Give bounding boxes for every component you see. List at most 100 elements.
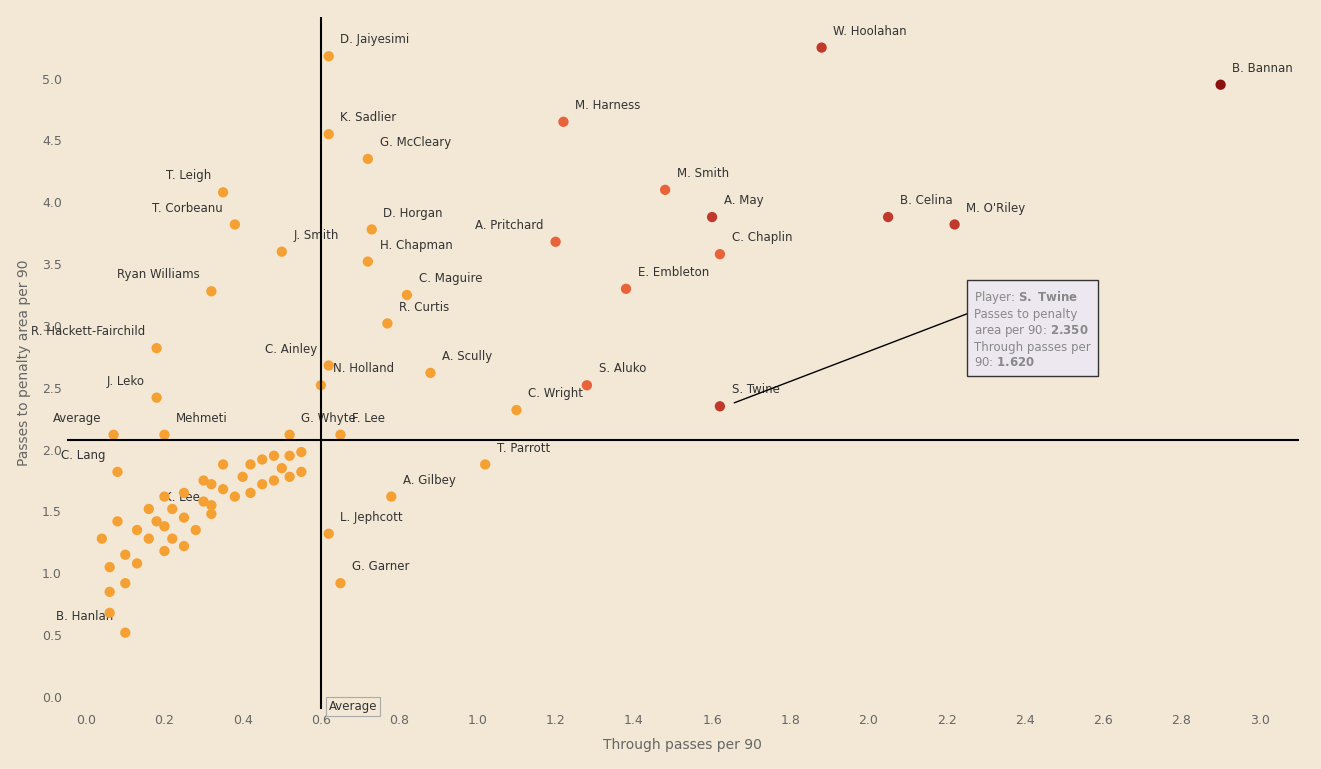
Text: C. Chaplin: C. Chaplin bbox=[732, 231, 793, 245]
Point bbox=[185, 524, 206, 536]
Point bbox=[877, 211, 898, 223]
Point bbox=[396, 289, 417, 301]
Point bbox=[655, 184, 676, 196]
Point bbox=[153, 520, 174, 532]
Point bbox=[357, 153, 378, 165]
Point bbox=[279, 471, 300, 483]
Point bbox=[252, 454, 273, 466]
Point bbox=[945, 218, 966, 231]
Point bbox=[193, 495, 214, 508]
Text: M. O'Riley: M. O'Riley bbox=[967, 201, 1025, 215]
Text: B. Celina: B. Celina bbox=[900, 194, 952, 207]
Point bbox=[147, 515, 168, 528]
Point bbox=[173, 540, 194, 552]
Point bbox=[213, 186, 234, 198]
Point bbox=[291, 466, 312, 478]
Point bbox=[161, 532, 182, 544]
Point bbox=[263, 450, 284, 462]
Text: K. Sadlier: K. Sadlier bbox=[341, 112, 396, 125]
Point bbox=[201, 499, 222, 511]
Text: F. Lee: F. Lee bbox=[353, 412, 386, 424]
Point bbox=[99, 607, 120, 619]
Point bbox=[271, 462, 292, 474]
Text: D. Horgan: D. Horgan bbox=[383, 207, 443, 219]
Point bbox=[161, 503, 182, 515]
Point bbox=[153, 545, 174, 558]
Text: T. Leigh: T. Leigh bbox=[166, 169, 211, 182]
Text: S. Aluko: S. Aluko bbox=[598, 362, 646, 375]
Point bbox=[99, 586, 120, 598]
Point bbox=[139, 503, 160, 515]
Point bbox=[139, 532, 160, 544]
Point bbox=[225, 491, 246, 503]
Point bbox=[240, 487, 262, 499]
Text: C. Lang: C. Lang bbox=[61, 449, 106, 462]
Point bbox=[193, 474, 214, 487]
Point bbox=[420, 367, 441, 379]
Point bbox=[127, 558, 148, 570]
Text: Mehmeti: Mehmeti bbox=[176, 412, 229, 424]
X-axis label: Through passes per 90: Through passes per 90 bbox=[604, 738, 762, 752]
Point bbox=[127, 524, 148, 536]
Text: G. Whyte: G. Whyte bbox=[301, 412, 357, 424]
Text: S. Twine: S. Twine bbox=[732, 384, 779, 396]
Point bbox=[147, 342, 168, 355]
Point bbox=[115, 577, 136, 589]
Point bbox=[553, 115, 575, 128]
Point bbox=[271, 245, 292, 258]
Text: A. Gilbey: A. Gilbey bbox=[403, 474, 456, 487]
Point bbox=[91, 532, 112, 544]
Point bbox=[310, 379, 332, 391]
Point bbox=[213, 483, 234, 495]
Text: K. Lee: K. Lee bbox=[164, 491, 199, 504]
Point bbox=[225, 218, 246, 231]
Point bbox=[318, 528, 339, 540]
Point bbox=[263, 474, 284, 487]
Point bbox=[376, 318, 398, 330]
Point bbox=[506, 404, 527, 416]
Text: M. Harness: M. Harness bbox=[575, 99, 641, 112]
Point bbox=[153, 491, 174, 503]
Point bbox=[330, 428, 351, 441]
Text: W. Hoolahan: W. Hoolahan bbox=[834, 25, 908, 38]
Text: Player: $\mathbf{S.\ Twine}$
Passes to penalty
area per 90: $\mathbf{2.350}$
Thr: Player: $\mathbf{S.\ Twine}$ Passes to p… bbox=[974, 289, 1091, 369]
Text: G. McCleary: G. McCleary bbox=[379, 136, 450, 149]
Point bbox=[318, 50, 339, 62]
Point bbox=[99, 561, 120, 573]
Text: D. Jaiyesimi: D. Jaiyesimi bbox=[341, 33, 410, 46]
Point bbox=[709, 248, 731, 261]
Point bbox=[153, 428, 174, 441]
Point bbox=[811, 42, 832, 54]
Point bbox=[361, 223, 382, 235]
Point bbox=[115, 548, 136, 561]
Point bbox=[103, 428, 124, 441]
Point bbox=[380, 491, 402, 503]
Point bbox=[474, 458, 495, 471]
Point bbox=[173, 511, 194, 524]
Text: B. Hanlan: B. Hanlan bbox=[57, 610, 114, 623]
Text: J. Leko: J. Leko bbox=[107, 375, 145, 388]
Point bbox=[701, 211, 723, 223]
Text: A. Pritchard: A. Pritchard bbox=[476, 219, 544, 232]
Text: E. Embleton: E. Embleton bbox=[638, 266, 709, 279]
Text: T. Parrott: T. Parrott bbox=[497, 441, 550, 454]
Point bbox=[330, 577, 351, 589]
Point bbox=[201, 508, 222, 520]
Point bbox=[232, 471, 254, 483]
Point bbox=[213, 458, 234, 471]
Point bbox=[279, 450, 300, 462]
Point bbox=[1210, 78, 1231, 91]
Point bbox=[201, 478, 222, 491]
Text: M. Smith: M. Smith bbox=[676, 167, 729, 180]
Text: L. Jephcott: L. Jephcott bbox=[341, 511, 403, 524]
Point bbox=[252, 478, 273, 491]
Point bbox=[318, 359, 339, 371]
Point bbox=[616, 283, 637, 295]
Text: Average: Average bbox=[329, 701, 378, 714]
Text: B. Bannan: B. Bannan bbox=[1232, 62, 1293, 75]
Text: Ryan Williams: Ryan Williams bbox=[116, 268, 199, 281]
Text: R. Curtis: R. Curtis bbox=[399, 301, 449, 314]
Text: C. Wright: C. Wright bbox=[528, 387, 584, 400]
Text: Average: Average bbox=[53, 412, 102, 424]
Point bbox=[709, 400, 731, 412]
